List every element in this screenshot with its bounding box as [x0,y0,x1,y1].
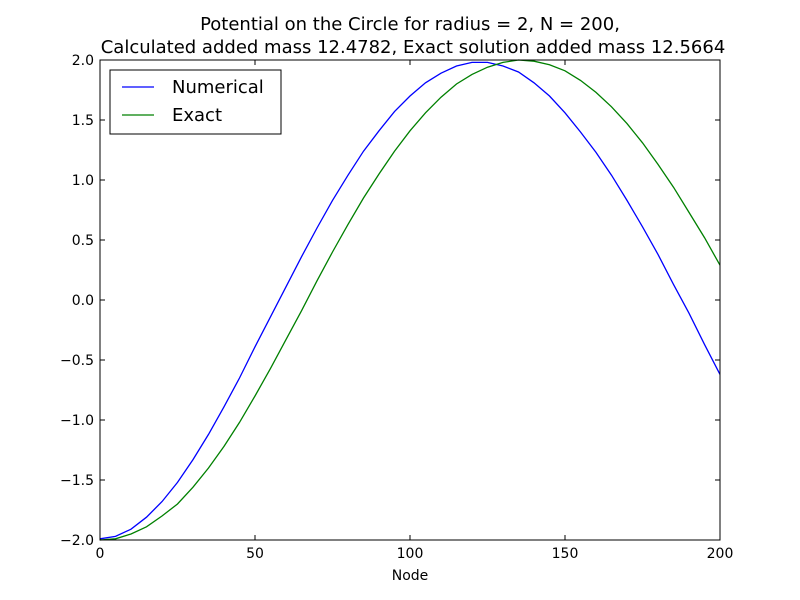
series-layer [99,59,721,541]
chart-title-line-1: Potential on the Circle for radius = 2, … [200,14,620,35]
legend-label-numerical: Numerical [172,77,264,98]
x-tick-label-2: 100 [397,546,424,562]
x-axis-label: Node [392,568,429,584]
y-tick-label-6: 1.0 [72,173,94,189]
series-line-numerical [99,61,721,540]
y-tick-label-5: 0.5 [72,233,94,249]
y-tick-label-1: −1.5 [60,473,94,489]
y-tick-label-7: 1.5 [72,113,94,129]
x-tick-label-1: 50 [246,546,264,562]
x-tick-label-3: 150 [552,546,579,562]
y-axis-ticks: −2.0 −1.5 −1.0 −0.5 0.0 0.5 1.0 1.5 2.0 [60,53,720,549]
legend-box [109,69,282,135]
chart-title-line-2: Calculated added mass 12.4782, Exact sol… [101,37,726,58]
chart-title: Potential on the Circle for radius = 2, … [101,14,726,58]
y-tick-label-2: −1.0 [60,413,94,429]
y-tick-label-0: −2.0 [60,533,94,549]
legend: Numerical Exact [109,69,282,135]
legend-label-exact: Exact [172,105,222,126]
y-tick-label-8: 2.0 [72,53,94,69]
x-tick-label-0: 0 [96,546,105,562]
x-axis-ticks: 0 50 100 150 200 [96,60,734,562]
y-tick-label-4: 0.0 [72,293,94,309]
y-tick-label-3: −0.5 [60,353,94,369]
x-tick-label-4: 200 [707,546,734,562]
series-line-exact [99,59,721,541]
